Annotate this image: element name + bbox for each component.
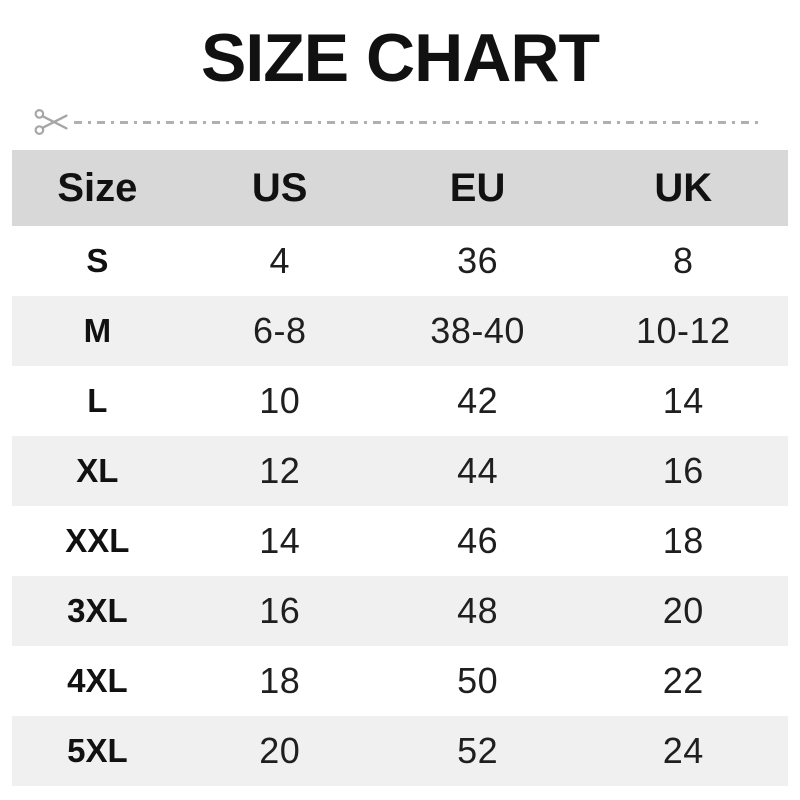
size-label: XL — [76, 452, 119, 489]
uk-value: 20 — [662, 590, 704, 631]
uk-value: 24 — [662, 730, 704, 771]
us-value: 18 — [259, 660, 301, 701]
eu-value: 48 — [457, 590, 499, 631]
eu-value: 52 — [457, 730, 499, 771]
eu-value: 46 — [457, 520, 499, 561]
table-row-l: L 10 42 14 — [12, 366, 788, 436]
size-table: Size US EU UK S 4 36 8 M 6-8 38-40 10-12… — [12, 150, 788, 786]
size-label: L — [87, 382, 108, 419]
column-header-eu: EU — [449, 165, 506, 210]
page-title: SIZE CHART — [201, 20, 600, 96]
table-row-xxl: XXL 14 46 18 — [12, 506, 788, 576]
size-chart-page: SIZE CHART Size US EU UK S 4 36 8 M — [0, 24, 800, 800]
size-label: M — [83, 312, 112, 349]
uk-value: 10-12 — [635, 310, 731, 351]
size-label: XXL — [65, 522, 130, 559]
us-value: 20 — [259, 730, 301, 771]
table-row-xl: XL 12 44 16 — [12, 436, 788, 506]
column-header-uk: UK — [654, 165, 713, 210]
uk-value: 22 — [662, 660, 704, 701]
us-value: 4 — [269, 240, 290, 281]
column-header-us: US — [251, 165, 308, 210]
eu-value: 36 — [457, 240, 499, 281]
size-label: 3XL — [67, 592, 128, 629]
uk-value: 18 — [662, 520, 704, 561]
size-label: 4XL — [67, 662, 128, 699]
table-row-3xl: 3XL 16 48 20 — [12, 576, 788, 646]
uk-value: 16 — [662, 450, 704, 491]
scissors-icon — [34, 109, 68, 135]
size-label: 5XL — [67, 732, 128, 769]
uk-value: 8 — [672, 240, 694, 281]
us-value: 14 — [259, 520, 301, 561]
us-value: 6-8 — [252, 310, 307, 351]
eu-value: 50 — [457, 660, 499, 701]
table-row-s: S 4 36 8 — [12, 226, 788, 296]
us-value: 10 — [259, 380, 301, 421]
dashed-cut-line — [74, 120, 762, 124]
cut-line — [34, 104, 762, 140]
eu-value: 38-40 — [430, 310, 525, 351]
eu-value: 42 — [457, 380, 499, 421]
table-body: S 4 36 8 M 6-8 38-40 10-12 L 10 42 14 XL… — [12, 226, 788, 786]
column-header-size: Size — [57, 165, 138, 210]
table-row-5xl: 5XL 20 52 24 — [12, 716, 788, 786]
eu-value: 44 — [457, 450, 499, 491]
uk-value: 14 — [662, 380, 704, 421]
table-row-4xl: 4XL 18 50 22 — [12, 646, 788, 716]
us-value: 12 — [259, 450, 301, 491]
table-row-m: M 6-8 38-40 10-12 — [12, 296, 788, 366]
table-header-row: Size US EU UK — [12, 150, 788, 226]
size-label: S — [86, 242, 109, 279]
us-value: 16 — [259, 590, 301, 631]
